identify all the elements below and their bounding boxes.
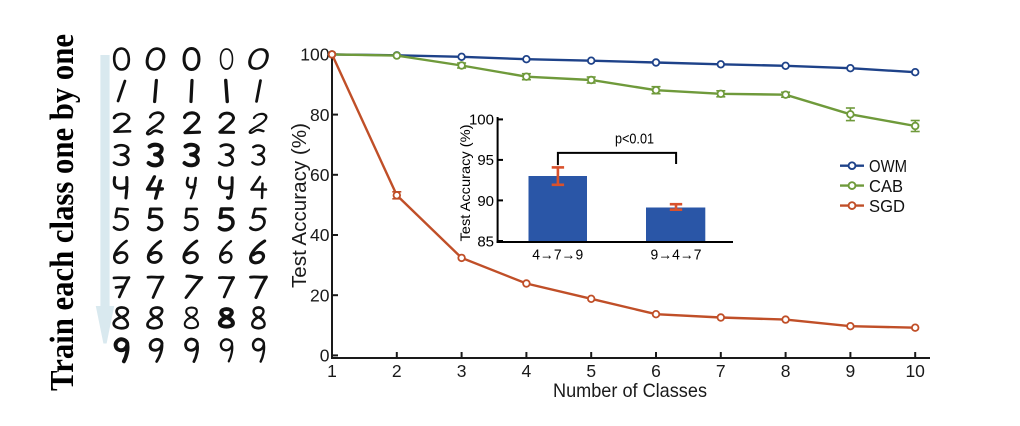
svg-text:100: 100: [469, 112, 494, 129]
svg-text:40: 40: [310, 225, 330, 245]
svg-text:4→7→9: 4→7→9: [532, 247, 583, 264]
svg-text:100: 100: [300, 45, 329, 65]
svg-text:3: 3: [457, 361, 467, 381]
svg-text:p<0.01: p<0.01: [615, 131, 654, 148]
svg-text:20: 20: [310, 285, 330, 305]
svg-text:Train each class one by one: Train each class one by one: [44, 34, 81, 391]
svg-text:60: 60: [310, 165, 330, 185]
svg-text:Test Accuracy (%): Test Accuracy (%): [289, 123, 311, 288]
svg-text:SGD: SGD: [869, 196, 905, 216]
svg-text:9→4→7: 9→4→7: [651, 247, 702, 264]
svg-text:5: 5: [586, 361, 596, 381]
svg-text:4: 4: [522, 361, 532, 381]
svg-text:80: 80: [310, 105, 330, 125]
svg-text:7: 7: [716, 361, 726, 381]
svg-text:95: 95: [477, 152, 494, 169]
svg-text:6: 6: [651, 361, 661, 381]
svg-text:CAB: CAB: [869, 176, 903, 196]
svg-text:90: 90: [477, 193, 494, 210]
svg-text:85: 85: [477, 233, 494, 250]
svg-text:Test Accuracy (%): Test Accuracy (%): [457, 125, 473, 242]
svg-text:0: 0: [320, 346, 330, 366]
svg-text:Number of Classes: Number of Classes: [553, 380, 707, 402]
svg-text:2: 2: [392, 361, 402, 381]
svg-text:8: 8: [781, 361, 791, 381]
svg-text:9: 9: [846, 361, 856, 381]
svg-text:10: 10: [905, 361, 925, 381]
svg-text:OWM: OWM: [869, 156, 907, 176]
svg-text:1: 1: [327, 361, 337, 381]
